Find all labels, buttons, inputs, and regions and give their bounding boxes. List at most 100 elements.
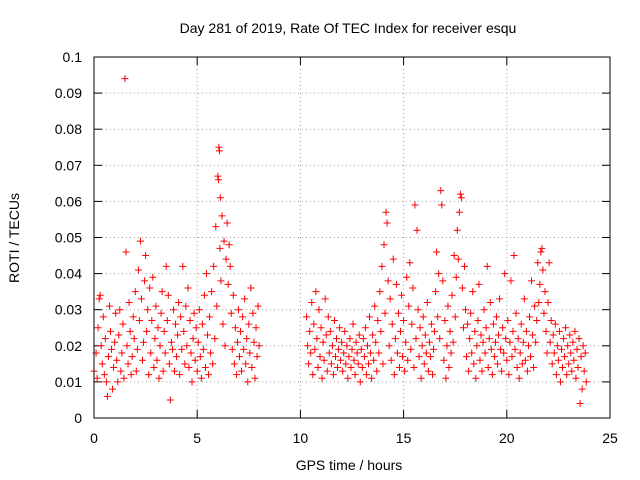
- data-point: [346, 335, 354, 343]
- data-point: [344, 374, 352, 382]
- data-point: [506, 338, 514, 346]
- data-point: [384, 277, 392, 285]
- data-point: [221, 342, 229, 350]
- y-tick-label: 0.09: [55, 85, 82, 101]
- data-point: [547, 317, 555, 325]
- data-point: [129, 313, 137, 321]
- data-point: [451, 313, 459, 321]
- data-point: [387, 356, 395, 364]
- data-point: [448, 291, 456, 299]
- data-point: [213, 302, 221, 310]
- data-point: [440, 356, 448, 364]
- data-point: [580, 367, 588, 375]
- data-point: [399, 353, 407, 361]
- data-point: [185, 363, 193, 371]
- data-point: [336, 324, 344, 332]
- data-point: [376, 288, 384, 296]
- data-point: [543, 349, 551, 357]
- data-point: [531, 302, 539, 310]
- data-point: [310, 320, 318, 328]
- data-point: [219, 320, 227, 328]
- data-point: [324, 313, 332, 321]
- data-point: [496, 295, 504, 303]
- data-point: [165, 360, 173, 368]
- data-point: [242, 360, 250, 368]
- data-point: [483, 262, 491, 270]
- data-point: [388, 320, 396, 328]
- data-point: [471, 327, 479, 335]
- data-point: [190, 309, 198, 317]
- data-point: [226, 262, 234, 270]
- data-point: [489, 320, 497, 328]
- data-point: [130, 335, 138, 343]
- data-point: [455, 208, 463, 216]
- data-point: [568, 367, 576, 375]
- data-point: [212, 223, 220, 231]
- data-point: [311, 345, 319, 353]
- data-point: [140, 338, 148, 346]
- data-point: [145, 371, 153, 379]
- data-point: [329, 371, 337, 379]
- data-point: [420, 360, 428, 368]
- data-point: [407, 345, 415, 353]
- y-tick-label: 0.06: [55, 193, 82, 209]
- data-point: [491, 338, 499, 346]
- data-point: [200, 291, 208, 299]
- data-point: [360, 353, 368, 361]
- data-point: [109, 385, 117, 393]
- data-point: [222, 255, 230, 263]
- data-point: [154, 324, 162, 332]
- data-point: [564, 342, 572, 350]
- data-point: [435, 270, 443, 278]
- data-point: [162, 262, 170, 270]
- data-point: [237, 327, 245, 335]
- data-point: [231, 324, 239, 332]
- data-point: [490, 353, 498, 361]
- data-point: [121, 75, 129, 83]
- data-point: [513, 363, 521, 371]
- data-point: [252, 324, 260, 332]
- data-point: [383, 219, 391, 227]
- data-point: [168, 345, 176, 353]
- data-point: [110, 363, 118, 371]
- data-point: [255, 342, 263, 350]
- data-point: [327, 360, 335, 368]
- data-point: [552, 371, 560, 379]
- data-point: [312, 288, 320, 296]
- data-point: [245, 320, 253, 328]
- data-point: [173, 353, 181, 361]
- data-point: [347, 363, 355, 371]
- data-point: [169, 306, 177, 314]
- data-point: [155, 374, 163, 382]
- data-point: [474, 317, 482, 325]
- data-point: [518, 360, 526, 368]
- data-point: [172, 320, 180, 328]
- data-point: [425, 338, 433, 346]
- data-point: [423, 298, 431, 306]
- data-point: [465, 367, 473, 375]
- data-point: [191, 356, 199, 364]
- data-point: [135, 317, 143, 325]
- data-point: [561, 353, 569, 361]
- data-point: [232, 371, 240, 379]
- data-point: [403, 273, 411, 281]
- data-point: [463, 353, 471, 361]
- data-point: [125, 298, 133, 306]
- data-point: [526, 313, 534, 321]
- data-point: [236, 353, 244, 361]
- data-point: [481, 349, 489, 357]
- y-tick-label: 0.08: [55, 121, 82, 137]
- data-point: [507, 277, 515, 285]
- data-point: [205, 371, 213, 379]
- data-point: [363, 342, 371, 350]
- data-point: [233, 338, 241, 346]
- data-point: [105, 302, 113, 310]
- data-point: [170, 367, 178, 375]
- data-point: [486, 298, 494, 306]
- data-point: [317, 324, 325, 332]
- data-point: [214, 176, 222, 184]
- data-point: [582, 378, 590, 386]
- data-point: [446, 327, 454, 335]
- data-point: [181, 360, 189, 368]
- data-point: [373, 367, 381, 375]
